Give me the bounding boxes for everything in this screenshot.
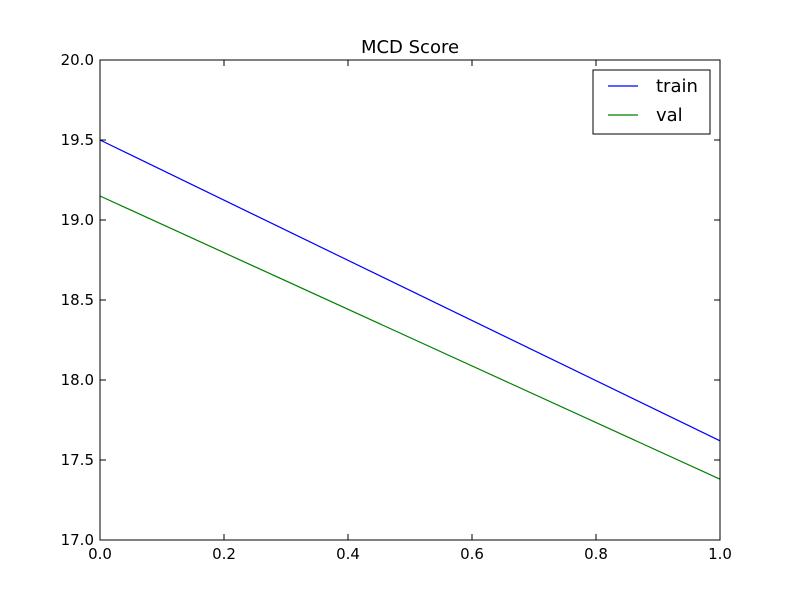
legend-label-train: train [656, 76, 698, 97]
y-tick-label-5: 19.5 [61, 131, 94, 149]
x-tick-label-0: 0.0 [88, 545, 112, 563]
y-tick-label-1: 17.5 [61, 451, 94, 469]
plot-frame [99, 59, 721, 541]
series-layer [99, 139, 721, 480]
plot-background [100, 60, 720, 540]
chart-title: MCD Score [361, 37, 459, 58]
x-tick-label-5: 1.0 [708, 545, 732, 563]
x-tick-label-4: 0.8 [584, 545, 608, 563]
legend-label-val: val [656, 105, 683, 126]
y-tick-label-0: 17.0 [61, 531, 94, 549]
ticks-layer: 0.0 0.2 0.4 0.6 0.8 1.0 17.0 17.5 18.0 18.5 19.0 19… [61, 51, 732, 563]
x-tick-label-2: 0.4 [336, 545, 360, 563]
y-tick-label-4: 19.0 [61, 211, 94, 229]
y-tick-label-6: 20.0 [61, 51, 94, 69]
series-line-train [99, 139, 721, 442]
y-tick-label-3: 18.5 [61, 291, 94, 309]
x-tick-label-3: 0.6 [460, 545, 484, 563]
legend: train val [592, 69, 711, 135]
series-line-val [99, 195, 721, 480]
legend-box [592, 69, 711, 135]
y-tick-label-2: 18.0 [61, 371, 94, 389]
x-tick-label-1: 0.2 [212, 545, 236, 563]
plot-area [100, 60, 720, 540]
